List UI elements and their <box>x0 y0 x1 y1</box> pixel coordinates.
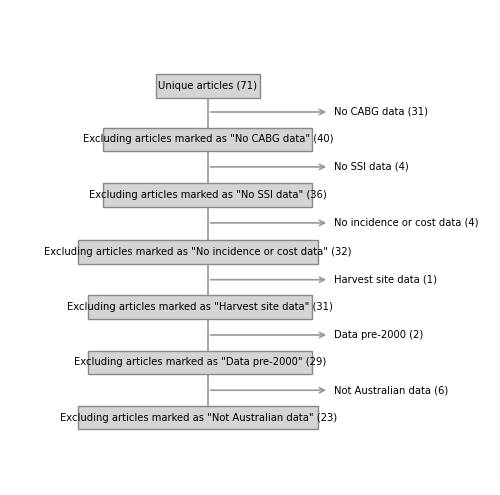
FancyBboxPatch shape <box>78 240 318 264</box>
Text: Data pre-2000 (2): Data pre-2000 (2) <box>334 330 423 340</box>
FancyBboxPatch shape <box>78 406 318 430</box>
Text: Excluding articles marked as "No incidence or cost data" (32): Excluding articles marked as "No inciden… <box>44 247 352 257</box>
FancyBboxPatch shape <box>103 183 312 206</box>
Text: Harvest site data (1): Harvest site data (1) <box>334 275 437 285</box>
FancyBboxPatch shape <box>103 128 312 151</box>
Text: Excluding articles marked as "No CABG data" (40): Excluding articles marked as "No CABG da… <box>82 135 333 145</box>
FancyBboxPatch shape <box>88 350 312 374</box>
Text: No SSI data (4): No SSI data (4) <box>334 162 408 172</box>
Text: No CABG data (31): No CABG data (31) <box>334 107 428 117</box>
FancyBboxPatch shape <box>88 296 312 319</box>
Text: Excluding articles marked as "Data pre-2000" (29): Excluding articles marked as "Data pre-2… <box>74 357 326 367</box>
Text: No incidence or cost data (4): No incidence or cost data (4) <box>334 218 478 228</box>
Text: Excluding articles marked as "Not Australian data" (23): Excluding articles marked as "Not Austra… <box>60 413 336 423</box>
FancyBboxPatch shape <box>156 74 260 98</box>
Text: Unique articles (71): Unique articles (71) <box>158 81 258 91</box>
Text: Excluding articles marked as "Harvest site data" (31): Excluding articles marked as "Harvest si… <box>67 302 333 312</box>
Text: Not Australian data (6): Not Australian data (6) <box>334 385 448 395</box>
Text: Excluding articles marked as "No SSI data" (36): Excluding articles marked as "No SSI dat… <box>89 190 326 199</box>
